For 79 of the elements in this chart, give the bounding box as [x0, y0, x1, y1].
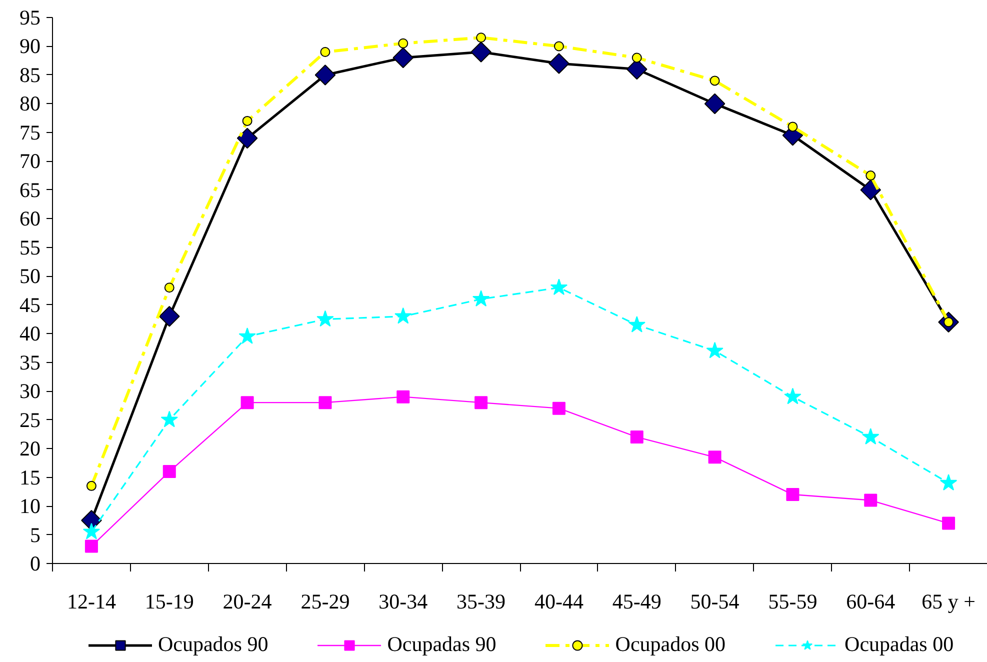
point — [86, 480, 96, 491]
point — [398, 38, 408, 48]
point — [554, 41, 564, 52]
point — [550, 278, 568, 296]
y-tick-label: 55 — [20, 235, 40, 260]
y-tick-label: 95 — [20, 6, 40, 30]
point — [82, 522, 100, 540]
point — [628, 316, 646, 332]
point — [396, 390, 410, 404]
y-tick-label: 70 — [20, 149, 40, 174]
point — [866, 170, 876, 181]
y-tick-label: 80 — [20, 92, 40, 116]
point — [710, 76, 720, 86]
point — [392, 47, 414, 68]
legend-label: Ocupadas 90 — [387, 632, 496, 657]
y-tick-label: 30 — [20, 379, 40, 404]
point — [552, 402, 566, 415]
x-tick-label: 35-39 — [456, 590, 506, 614]
point — [942, 516, 956, 530]
x-tick-label: 30-34 — [378, 590, 428, 614]
point — [314, 64, 336, 86]
point — [864, 494, 878, 507]
x-tick-label: 12-14 — [66, 590, 116, 614]
point — [476, 32, 486, 43]
x-tick-label: 40-44 — [534, 590, 584, 614]
y-tick-label: 35 — [20, 350, 40, 374]
point — [318, 396, 332, 410]
point — [862, 428, 880, 444]
point — [394, 307, 412, 324]
y-tick-label: 40 — [20, 322, 40, 346]
point — [320, 46, 330, 57]
x-tick-label: 65 y + — [922, 590, 976, 614]
x-tick-label: 60-64 — [846, 590, 896, 614]
legend-label: Ocupadas 00 — [844, 632, 954, 657]
point — [706, 342, 724, 358]
y-tick-label: 15 — [20, 465, 40, 490]
y-tick-label: 25 — [20, 408, 40, 432]
legend-label: Ocupados 00 — [615, 632, 726, 657]
point — [630, 430, 644, 444]
point — [940, 474, 958, 490]
point — [240, 396, 254, 410]
point — [704, 93, 726, 114]
x-tick-label: 20-24 — [222, 590, 272, 614]
point — [474, 396, 488, 410]
point — [84, 540, 98, 553]
point — [788, 122, 798, 132]
point — [162, 465, 176, 478]
point — [786, 488, 800, 502]
y-tick-label: 65 — [20, 178, 40, 202]
point — [708, 450, 722, 464]
point — [242, 116, 252, 126]
y-tick-label: 10 — [20, 494, 40, 518]
y-tick-label: 75 — [20, 120, 40, 144]
point — [164, 282, 174, 293]
point — [316, 310, 334, 327]
point — [860, 180, 882, 200]
y-tick-label: 50 — [20, 264, 40, 288]
point — [472, 290, 490, 306]
point — [238, 327, 256, 344]
y-tick-label: 5 — [30, 522, 40, 547]
legend-label: Ocupados 90 — [158, 632, 268, 657]
y-tick-label: 0 — [30, 552, 40, 576]
point — [470, 42, 492, 62]
point — [236, 128, 258, 149]
x-tick-label: 55-59 — [768, 590, 818, 614]
y-tick-label: 20 — [20, 436, 40, 461]
point — [158, 306, 180, 327]
y-tick-label: 45 — [20, 292, 40, 317]
point — [548, 53, 570, 74]
x-tick-label: 45-49 — [612, 590, 662, 614]
x-tick-label: 25-29 — [300, 590, 350, 614]
y-tick-label: 60 — [20, 206, 40, 231]
y-tick-label: 85 — [20, 62, 40, 87]
y-tick-label: 90 — [20, 34, 40, 58]
x-tick-label: 50-54 — [690, 590, 740, 614]
point — [160, 410, 178, 428]
x-tick-label: 15-19 — [144, 590, 194, 614]
point — [784, 388, 802, 404]
point — [632, 52, 642, 63]
